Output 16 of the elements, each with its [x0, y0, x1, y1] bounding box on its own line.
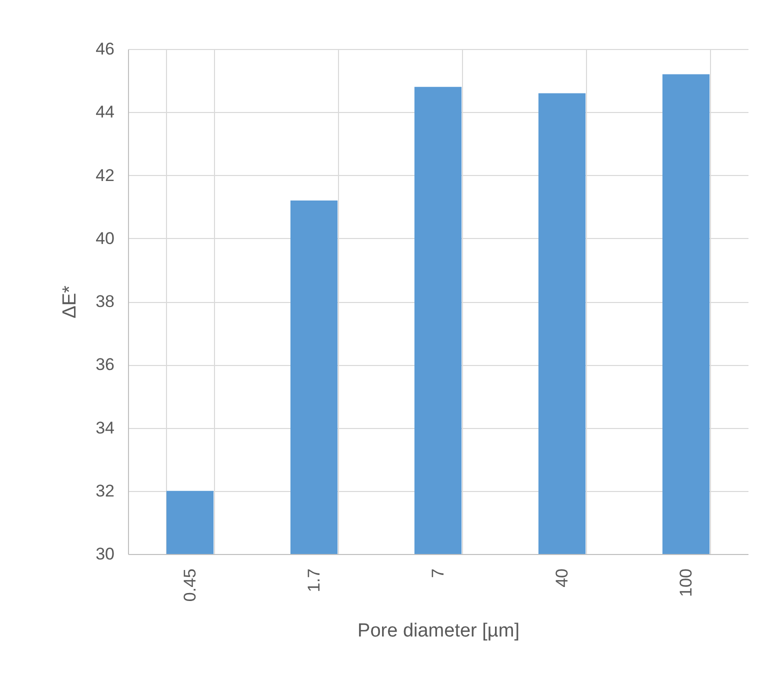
x-tick-label: 1.7 [304, 568, 324, 592]
y-tick-label: 32 [96, 481, 114, 500]
y-tick-label: 30 [96, 544, 114, 564]
y-tick-label: 44 [96, 102, 114, 122]
x-tick-label: 7 [428, 568, 448, 578]
y-tick-label: 34 [96, 418, 114, 438]
x-tick-label: 40 [552, 568, 572, 588]
x-tick-label: 100 [676, 568, 696, 597]
y-tick-label: 40 [96, 228, 114, 248]
y-tick-label: 36 [96, 355, 114, 374]
y-axis-title: ΔE* [60, 285, 81, 318]
y-tick-label: 38 [96, 292, 114, 311]
x-tick-label: 0.45 [180, 568, 200, 602]
x-axis-title: Pore diameter [µm] [358, 620, 520, 642]
y-tick-label: 46 [96, 40, 114, 58]
y-tick-label: 42 [96, 166, 114, 185]
